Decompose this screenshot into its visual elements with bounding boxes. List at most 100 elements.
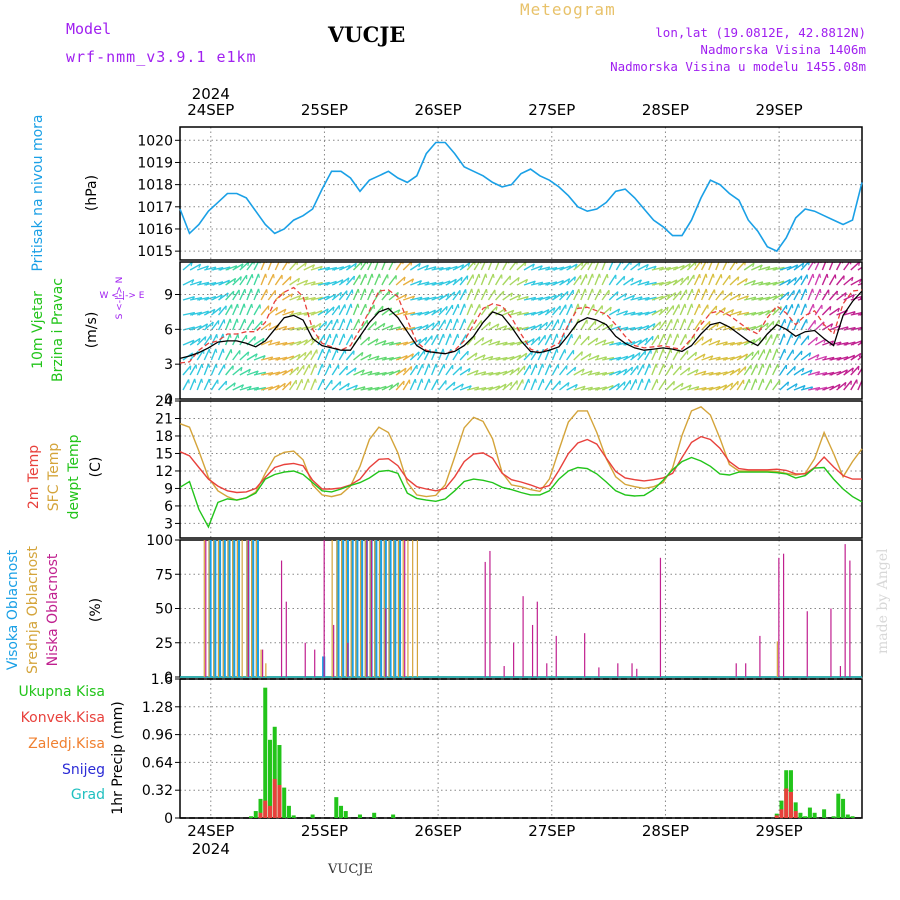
wind-arrow bbox=[338, 318, 345, 331]
wind-arrow bbox=[672, 304, 680, 316]
wind-arrow bbox=[764, 363, 771, 376]
cloud-bar bbox=[776, 641, 778, 677]
wind-arrow bbox=[374, 305, 384, 316]
wind-arrow-head bbox=[710, 355, 714, 360]
wind-arrow bbox=[694, 336, 704, 346]
wind-arrow bbox=[594, 262, 600, 271]
wind-arrow-head bbox=[667, 294, 671, 299]
wind-arrow bbox=[857, 313, 862, 316]
wind-arrow bbox=[289, 311, 302, 316]
wind-arrow-head bbox=[240, 263, 244, 268]
wind-arrow bbox=[616, 368, 628, 376]
wind-arrow bbox=[182, 339, 195, 346]
wind-arrow bbox=[423, 363, 430, 376]
wind-arrow bbox=[296, 262, 307, 271]
wind-arrow bbox=[523, 364, 531, 376]
ytick-label: 1.28 bbox=[142, 700, 173, 716]
wind-arrow bbox=[289, 277, 300, 286]
cloud-bar bbox=[407, 540, 409, 677]
wind-arrow bbox=[609, 356, 622, 361]
wind-arrow-head bbox=[589, 370, 593, 375]
wind-arrow bbox=[310, 281, 323, 286]
precip-bar bbox=[253, 811, 258, 818]
wind-arrow-head bbox=[397, 309, 401, 314]
wind-arrow bbox=[609, 370, 621, 376]
wind-arrow bbox=[438, 380, 447, 391]
wind-arrow bbox=[431, 281, 444, 286]
wind-arrow-head bbox=[443, 364, 446, 369]
wind-arrow-head bbox=[347, 277, 350, 282]
wind-arrow-head bbox=[251, 303, 254, 309]
wind-arrow bbox=[388, 382, 400, 391]
wind-arrow bbox=[743, 262, 755, 271]
wind-arrow bbox=[246, 319, 254, 331]
wind-arrow bbox=[630, 296, 643, 301]
wind-arrow bbox=[580, 303, 587, 316]
wind-arrow bbox=[331, 364, 340, 376]
wind-arrow bbox=[459, 275, 469, 286]
cloud-bar bbox=[265, 663, 267, 677]
wind-arrow bbox=[658, 280, 671, 286]
wind-arrow bbox=[843, 311, 856, 316]
cloud-bar bbox=[227, 540, 229, 677]
cloud-bar bbox=[355, 540, 357, 677]
wind-arrow bbox=[601, 384, 614, 391]
wind-arrow bbox=[715, 290, 724, 301]
wind-arrow bbox=[303, 378, 309, 391]
precip-bar bbox=[249, 816, 254, 818]
wind-arrow-head bbox=[588, 353, 592, 358]
wind-arrow-head bbox=[794, 383, 798, 388]
cloud-bar bbox=[388, 540, 392, 677]
wind-arrow bbox=[367, 355, 380, 361]
precip-bar bbox=[391, 814, 396, 818]
wind-arrow-head bbox=[738, 368, 741, 373]
wind-arrow bbox=[275, 308, 287, 316]
precip-bar bbox=[803, 816, 808, 818]
wind-arrow bbox=[246, 303, 253, 316]
wind-arrow bbox=[367, 371, 380, 376]
wind-arrow bbox=[743, 351, 754, 361]
cloud-bar bbox=[336, 540, 340, 677]
cloud-bar bbox=[222, 540, 226, 677]
ytick-label: 9 bbox=[164, 481, 173, 497]
wind-arrow bbox=[644, 281, 657, 286]
wind-arrow bbox=[473, 273, 480, 286]
wind-arrow bbox=[466, 386, 479, 391]
wind-arrow bbox=[459, 318, 466, 331]
wind-arrow bbox=[715, 324, 728, 331]
wind-arrow bbox=[495, 383, 507, 391]
wind-arrow bbox=[736, 295, 749, 301]
wind-arrow bbox=[715, 341, 728, 346]
cloud-bar bbox=[412, 540, 414, 677]
ytick-label: 0.96 bbox=[142, 728, 173, 744]
wind-arrow bbox=[495, 356, 508, 361]
wind-arrow-head bbox=[793, 366, 796, 371]
wind-arrow bbox=[289, 294, 301, 301]
wind-arrow bbox=[452, 366, 463, 376]
wind-arrow bbox=[367, 321, 377, 331]
cloud-bar bbox=[262, 649, 264, 677]
wind-arrow bbox=[573, 368, 585, 376]
wind-arrow bbox=[644, 335, 654, 346]
wind-arrow bbox=[807, 273, 814, 286]
cloud-bar bbox=[350, 540, 352, 677]
wind-arrow bbox=[225, 277, 237, 286]
wind-arrow-head bbox=[240, 367, 243, 372]
wind-arrow-head bbox=[826, 273, 829, 279]
wind-arrow bbox=[736, 278, 748, 286]
cloud-bar bbox=[331, 540, 333, 677]
wind-arrow bbox=[253, 262, 260, 271]
wind-arrow bbox=[694, 370, 707, 376]
wind-arrow bbox=[608, 274, 617, 286]
wind-arrow bbox=[452, 264, 465, 271]
cloud-bar bbox=[806, 611, 808, 677]
wind-arrow bbox=[509, 367, 520, 376]
wind-arrow bbox=[637, 311, 650, 316]
wind-arrow-head bbox=[329, 364, 332, 369]
wind-arrow bbox=[701, 320, 711, 331]
wind-arrow bbox=[772, 266, 785, 271]
cloud-bar bbox=[393, 540, 397, 677]
pressure-line bbox=[179, 141, 863, 253]
wind-arrow bbox=[623, 353, 635, 361]
wind-arrow bbox=[814, 338, 827, 346]
